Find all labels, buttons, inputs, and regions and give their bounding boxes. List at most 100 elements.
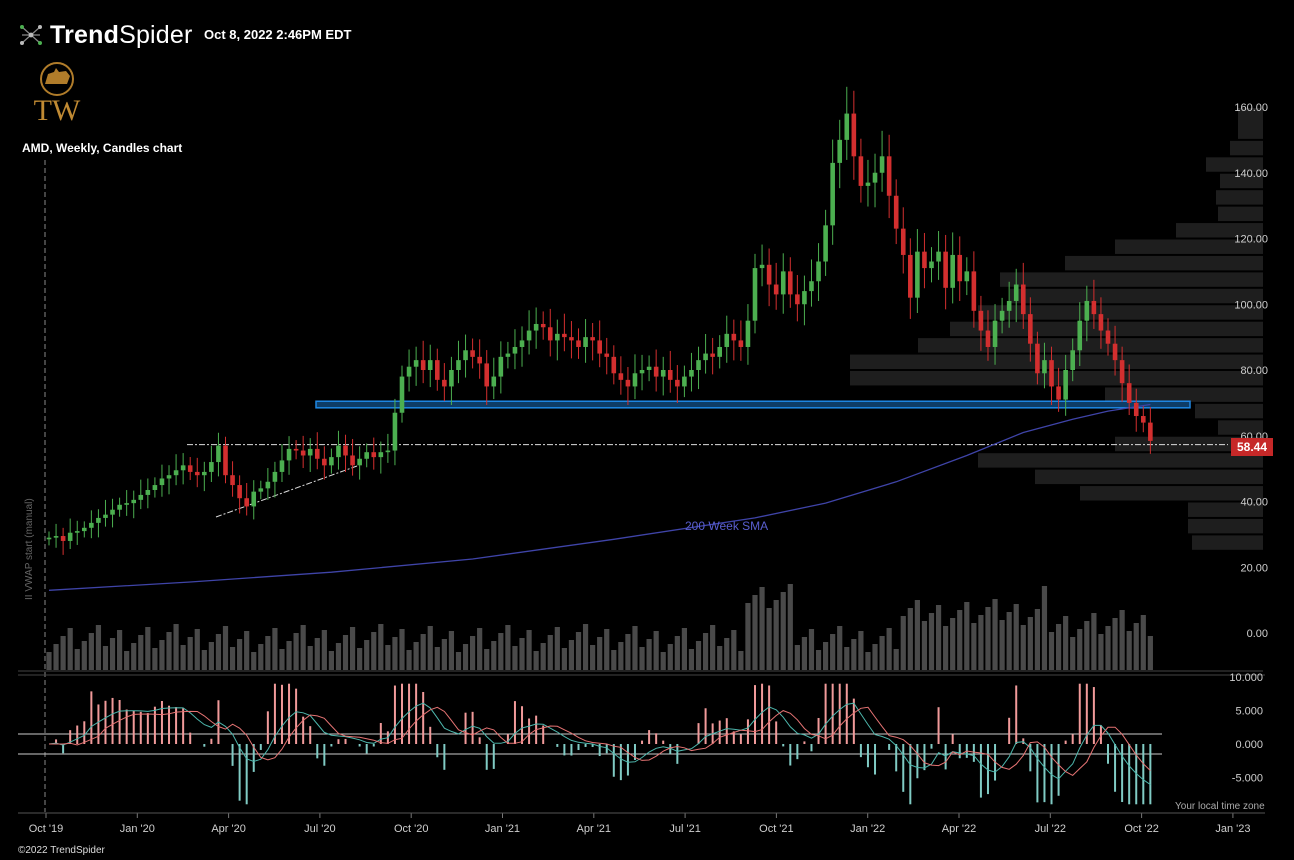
candle-body: [597, 340, 602, 354]
volume-bar: [632, 626, 638, 670]
candle-body: [152, 485, 158, 490]
candle-body: [1063, 370, 1068, 400]
volume-profile-bar: [1206, 157, 1263, 172]
volume-bar: [470, 636, 476, 670]
candle-body: [689, 370, 694, 377]
timezone-note: Your local time zone: [1175, 801, 1265, 812]
volume-bar: [159, 640, 165, 670]
volume-profile-bar: [918, 338, 1263, 353]
candle-body: [82, 527, 87, 532]
volume-bar: [653, 631, 659, 670]
volume-bar: [1105, 626, 1111, 670]
candle-body: [413, 360, 419, 367]
time-tick-label: Apr '22: [942, 823, 977, 835]
time-tick-label: Oct '21: [759, 823, 794, 835]
price-tick-label: 40.00: [1240, 497, 1268, 509]
candle-body: [1098, 314, 1104, 331]
candle-body: [300, 450, 306, 456]
volume-bar: [314, 638, 320, 670]
triangle-trendline: [215, 465, 358, 518]
volume-bar: [138, 635, 144, 670]
candle-body: [886, 156, 892, 196]
volume-bar: [646, 639, 652, 670]
candle-body: [427, 360, 433, 370]
candle-body: [604, 353, 610, 357]
volume-bar: [1098, 634, 1104, 670]
candle-body: [449, 370, 454, 387]
volume-bar: [95, 625, 102, 670]
volume-bar: [554, 627, 560, 670]
volume-profile-bar: [1176, 223, 1263, 238]
support-zone: [315, 400, 1191, 409]
candle-body: [124, 503, 129, 505]
brand-logo: TrendSpider: [18, 20, 193, 50]
volume-bar: [801, 637, 808, 670]
candle-body: [1084, 300, 1090, 321]
volume-bar: [173, 624, 179, 670]
volume-bar: [618, 642, 624, 670]
volume-bar: [886, 628, 892, 670]
volume-bar: [109, 638, 116, 670]
candle-body: [1035, 343, 1040, 374]
volume-bar: [611, 650, 617, 670]
volume-bar: [117, 630, 123, 670]
volume-bar: [1140, 615, 1146, 670]
volume-bar: [914, 600, 920, 670]
volume-bar: [971, 623, 977, 670]
volume-bar: [180, 645, 186, 670]
volume-profile-bar: [1188, 502, 1263, 517]
tw-bull-logo: TW: [34, 62, 81, 124]
volume-bar: [131, 643, 137, 670]
osc-tick-label: 10.000: [1229, 672, 1263, 684]
candle-body: [60, 536, 66, 541]
volume-profile-bar: [1195, 403, 1263, 419]
volume-profile-bar: [1218, 420, 1263, 435]
volume-bar: [1041, 586, 1048, 670]
candle-body: [1042, 360, 1047, 374]
volume-bar: [364, 640, 370, 670]
volume-bar: [222, 626, 229, 670]
sma-label: 200 Week SMA: [685, 519, 769, 533]
volume-profile-bar: [850, 354, 1263, 369]
time-tick-label: Oct '22: [1124, 823, 1159, 835]
volume-bar: [229, 647, 236, 670]
volume-bar: [124, 651, 130, 670]
candle-body: [851, 113, 857, 157]
candle-body: [202, 471, 207, 476]
candle-body: [844, 113, 850, 140]
volume-profile-bar: [1105, 387, 1263, 402]
candle-body: [766, 264, 772, 285]
candle-body: [307, 448, 313, 456]
candle-body: [590, 337, 595, 341]
vwap-note: II VWAP start (manual): [24, 498, 35, 600]
trendspider-network-icon: [20, 25, 42, 45]
volume-bar: [427, 626, 433, 670]
volume-bar: [773, 600, 779, 670]
candle-body: [103, 514, 108, 518]
candle-body: [322, 458, 327, 466]
candle-body: [809, 281, 814, 292]
volume-bar: [639, 647, 645, 670]
volume-bar: [293, 633, 299, 670]
volume-bar: [1048, 632, 1055, 670]
volume-bar: [335, 643, 342, 670]
candle-body: [823, 225, 828, 262]
candle-body: [639, 370, 645, 374]
volume-bar: [1112, 618, 1118, 670]
candle-body: [710, 353, 715, 357]
candle-body: [555, 333, 560, 341]
volume-bar: [851, 639, 857, 670]
candle-body: [89, 522, 94, 528]
candle-body: [978, 310, 984, 331]
volume-bar: [1126, 631, 1132, 670]
candle-body: [879, 156, 885, 173]
tw-logo-text: TW: [34, 94, 81, 124]
candle-body: [929, 261, 934, 269]
volume-bar: [985, 607, 991, 670]
volume-bar: [752, 595, 758, 670]
candle-body: [343, 445, 348, 456]
volume-bar: [385, 645, 391, 670]
volume-bar: [166, 632, 172, 670]
osc-signal-line-2: [49, 706, 1151, 777]
